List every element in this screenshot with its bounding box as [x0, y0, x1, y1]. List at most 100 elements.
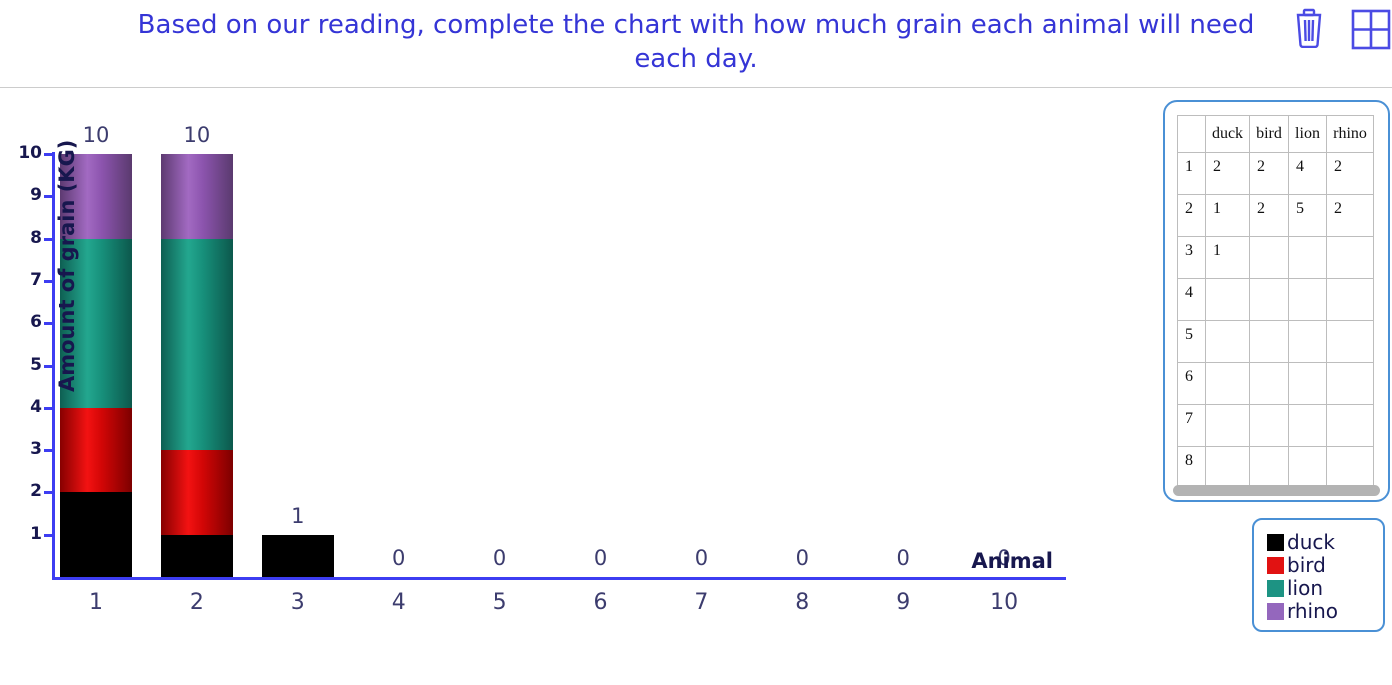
table-cell-lion-row7[interactable] [1288, 404, 1327, 447]
y-tick-label: 10 [18, 143, 42, 163]
table-cell-bird-row5[interactable] [1249, 320, 1289, 363]
bar-segment-bird [60, 407, 132, 493]
table-cell-rhino-row2[interactable]: 2 [1326, 194, 1374, 237]
table-header-row: duck bird lion rhino [1177, 115, 1374, 153]
table-column-header-bird: bird [1249, 115, 1289, 153]
table-cell-lion-row6[interactable] [1288, 362, 1327, 405]
table-cell-duck-row6[interactable] [1205, 362, 1250, 405]
table-cell-duck-row3[interactable]: 1 [1205, 236, 1250, 279]
table-cell-duck-row8[interactable] [1205, 446, 1250, 489]
trash-icon [1293, 8, 1325, 51]
y-axis-title: Amount of grain (KG) [55, 139, 79, 392]
legend-swatch-rhino [1267, 603, 1284, 620]
bar-value-label: 1 [291, 503, 305, 528]
legend-item-duck: duck [1267, 531, 1383, 554]
y-tick-mark [44, 153, 53, 156]
row-label: 8 [1177, 446, 1206, 489]
row-label: 1 [1177, 152, 1206, 195]
table-cell-duck-row5[interactable] [1205, 320, 1250, 363]
table-row: 8 [1177, 446, 1374, 489]
x-tick-label: 4 [391, 590, 406, 615]
table-cell-lion-row2[interactable]: 5 [1288, 194, 1327, 237]
bar-segment-lion [60, 238, 132, 408]
row-label: 7 [1177, 404, 1206, 447]
table-cell-lion-row5[interactable] [1288, 320, 1327, 363]
x-tick-label: 10 [990, 590, 1019, 615]
x-axis-line [52, 577, 1066, 580]
header: Based on our reading, complete the chart… [0, 0, 1392, 88]
legend-label: duck [1287, 530, 1335, 554]
legend-item-lion: lion [1267, 577, 1383, 600]
grain-bar-chart: 1 2 3 4 5 6 7 8 9 10 10 1 10 2 1 3 0 4 0 5 0 6 0 7 0 8 0 9 0 10 Amou… [0, 88, 1392, 685]
table-cell-bird-row1[interactable]: 2 [1249, 152, 1289, 195]
table-row: 7 [1177, 404, 1374, 447]
x-tick-label: 5 [492, 590, 507, 615]
bar-value-label: 10 [82, 123, 110, 147]
table-cell-bird-row6[interactable] [1249, 362, 1289, 405]
table-cell-bird-row2[interactable]: 2 [1249, 194, 1289, 237]
row-label: 3 [1177, 236, 1206, 279]
y-tick-mark [44, 279, 53, 283]
table-cell-duck-row2[interactable]: 1 [1205, 194, 1250, 237]
table-cell-bird-row8[interactable] [1249, 446, 1289, 489]
table-corner-cell [1177, 115, 1206, 153]
table-horizontal-scrollbar[interactable] [1173, 485, 1380, 496]
bar-value-label: 0 [795, 546, 809, 570]
bar-segment-duck [60, 492, 132, 577]
x-tick-label: 8 [795, 590, 810, 615]
x-axis-title: Animal [971, 549, 1053, 573]
table-row: 6 [1177, 362, 1374, 405]
bar-segment-rhino [60, 154, 132, 239]
table-cell-duck-row7[interactable] [1205, 404, 1250, 447]
table-cell-lion-row8[interactable] [1288, 446, 1327, 489]
y-tick-mark [44, 449, 53, 453]
table-cell-rhino-row8[interactable] [1326, 446, 1374, 489]
page-title: Based on our reading, complete the chart… [137, 10, 1255, 74]
bar-segment-lion [160, 238, 233, 451]
table-cell-rhino-row7[interactable] [1326, 404, 1374, 447]
bar-segment-bird [160, 450, 233, 535]
y-tick-label: 2 [30, 481, 42, 502]
table-cell-duck-row1[interactable]: 2 [1205, 152, 1250, 195]
table-cell-bird-row3[interactable] [1249, 236, 1289, 279]
y-tick-mark [44, 406, 53, 410]
table-cell-bird-row4[interactable] [1249, 278, 1289, 321]
table-cell-rhino-row3[interactable] [1326, 236, 1374, 279]
y-tick-mark [44, 491, 53, 495]
legend-item-rhino: rhino [1267, 600, 1383, 623]
table-cell-rhino-row5[interactable] [1326, 320, 1374, 363]
y-tick-label: 8 [30, 227, 42, 248]
y-tick-label: 1 [30, 523, 42, 544]
bar-value-label: 0 [896, 546, 910, 570]
table-column-header-lion: lion [1288, 115, 1327, 153]
bar-value-label: 0 [694, 546, 709, 570]
table-row: 4 [1177, 278, 1374, 321]
grid-icon [1350, 9, 1392, 54]
legend-item-bird: bird [1267, 554, 1383, 577]
table-cell-rhino-row4[interactable] [1326, 278, 1374, 321]
table-cell-lion-row4[interactable] [1288, 278, 1327, 321]
row-label: 6 [1177, 362, 1206, 405]
chart-grid-button[interactable] [1350, 7, 1392, 51]
bar-segment-duck [160, 534, 233, 577]
delete-button[interactable] [1293, 8, 1325, 51]
table-cell-bird-row7[interactable] [1249, 404, 1289, 447]
bar-animal-1 [60, 154, 132, 577]
table-cell-rhino-row1[interactable]: 2 [1326, 152, 1374, 195]
table-cell-lion-row1[interactable]: 4 [1288, 152, 1327, 195]
x-tick-label: 7 [694, 590, 709, 615]
chart-legend: duck bird lion rhino [1252, 518, 1385, 632]
table-cell-duck-row4[interactable] [1205, 278, 1250, 321]
legend-swatch-duck [1267, 534, 1284, 551]
bar-value-label: 0 [492, 546, 507, 570]
row-label: 5 [1177, 320, 1206, 363]
table-cell-lion-row3[interactable] [1288, 236, 1327, 279]
row-label: 2 [1177, 194, 1206, 237]
bar-value-label: 0 [997, 546, 1011, 570]
table-cell-rhino-row6[interactable] [1326, 362, 1374, 405]
y-tick-mark [44, 195, 53, 199]
x-tick-label: 6 [593, 590, 608, 615]
